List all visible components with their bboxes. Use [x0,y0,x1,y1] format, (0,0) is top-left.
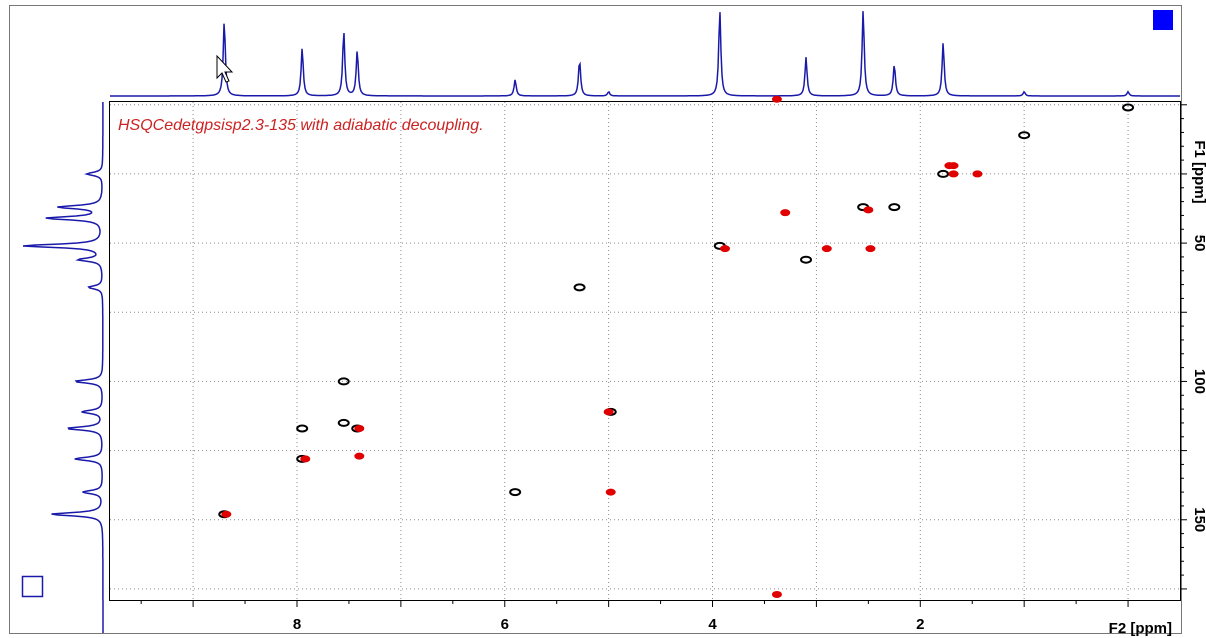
f1-projection [22,102,104,633]
x-tick-label: 2 [916,616,924,633]
negative-cross-peak [603,408,614,416]
negative-cross-peak [221,510,232,518]
chart-title: HSQCedetgpsisp2.3-135 with adiabatic dec… [118,117,484,134]
plot-frame [109,101,1181,601]
y-axis-label: F1 [ppm] [1191,140,1206,203]
negative-cross-peak [780,209,791,217]
x-tick-label: 6 [501,616,509,633]
negative-cross-peak [771,95,782,103]
negative-cross-peak [300,455,311,463]
f1-projection-trace [22,102,104,600]
grid-lines [110,102,1180,600]
x-tick-label: 4 [708,616,717,633]
blue-square-marker[interactable] [1153,10,1173,30]
x-axis: 8 6 4 2 [140,600,1129,633]
y-tick-label: 100 [1191,369,1206,394]
negative-cross-peak [863,206,874,214]
positive-cross-peak [296,424,309,433]
cross-peaks [218,95,1135,598]
hollow-square-marker[interactable] [21,575,44,598]
mouse-cursor-icon [216,54,234,83]
negative-cross-peak [354,452,365,460]
negative-cross-peak [948,162,959,170]
positive-cross-peak [509,488,522,497]
y-tick-label: 50 [1191,235,1206,252]
positive-cross-peak [800,255,813,264]
negative-cross-peak [771,590,782,598]
negative-cross-peak [821,245,832,253]
positive-cross-peak [1122,103,1135,112]
f2-projection [110,11,1180,97]
positive-cross-peak [337,418,350,427]
positive-cross-peak [888,203,901,212]
x-axis-label: F2 [ppm] [1109,620,1172,637]
x-tick-label: 8 [293,616,301,633]
negative-cross-peak [865,245,876,253]
f2-projection-trace [110,11,1180,97]
negative-cross-peak [719,245,730,253]
positive-cross-peak [937,169,950,178]
y-axis: 50 100 150 [1180,104,1206,590]
positive-cross-peak [337,377,350,386]
positive-cross-peak [573,283,586,292]
negative-cross-peak [605,488,616,496]
positive-cross-peak [1018,131,1031,140]
y-tick-label: 150 [1191,507,1206,532]
negative-cross-peak [972,170,983,178]
negative-cross-peak [354,424,365,432]
negative-cross-peak [948,170,959,178]
